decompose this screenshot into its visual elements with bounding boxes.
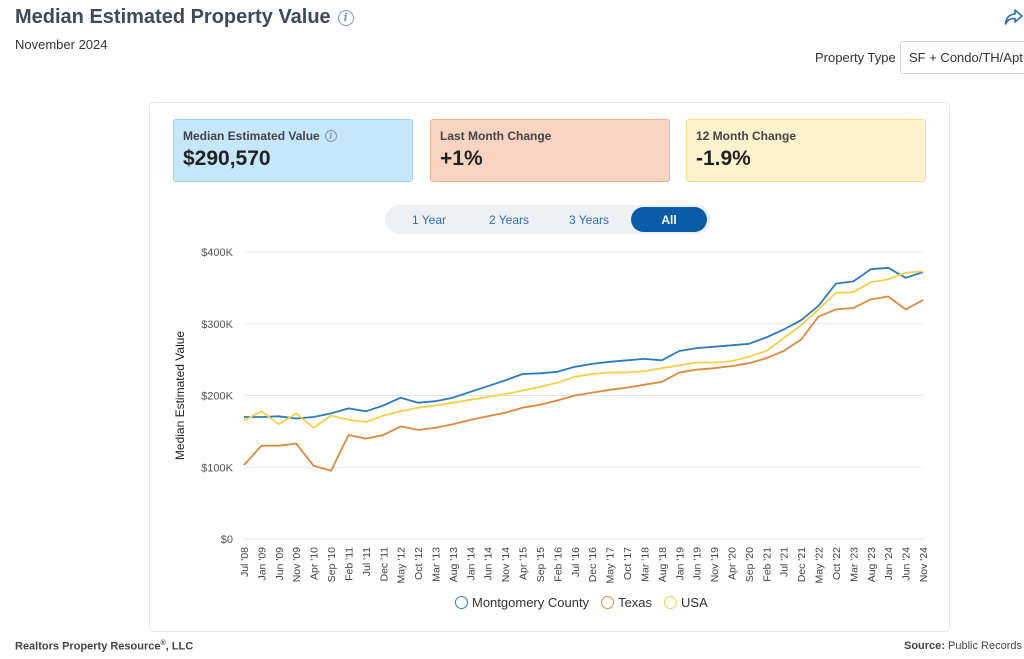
line-chart: $0 $100K $200K $300K $400K Median Estimated V… [173,247,930,584]
time-range-selector: 1 Year 2 Years 3 Years All [385,205,711,234]
info-icon[interactable]: i [324,130,337,142]
legend-item-montgomery[interactable]: Montgomery County [455,595,589,610]
x-tick-label: May '17 [605,547,617,584]
x-tick-label: Aug '18 [657,547,669,582]
series-line-montgomery-county [244,266,924,420]
x-tick-label: Dec '16 [587,547,599,582]
footer-brand: Realtors Property Resource®, LLC [15,640,193,653]
y-tick-label: $200K [201,391,233,403]
stat-label: 12 Month Change [696,129,797,143]
x-tick-label: Apr '10 [309,547,321,580]
stat-value: +1% [440,147,483,170]
property-type-select[interactable]: SF + Condo/TH/Apt [900,41,1024,74]
x-tick-label: Jul '21 [779,547,791,577]
footer-brand-suffix: , LLC [165,640,194,653]
x-tick-label: Oct '12 [413,547,425,580]
x-tick-label: Jun '14 [483,547,495,581]
x-tick-label: Apr '15 [518,547,530,580]
range-all-button[interactable]: All [631,207,707,232]
x-tick-label: May '22 [814,547,826,584]
series-line-usa [243,270,924,429]
stat-card-last-month-change: Last Month Change +1% [430,119,670,182]
stat-label-text: Median Estimated Value [183,129,320,143]
x-tick-label: Sep '20 [744,547,756,582]
property-type-label: Property Type [815,50,896,65]
x-tick-label: Nov '19 [709,547,721,582]
range-2-years-button[interactable]: 2 Years [488,212,530,227]
x-tick-label: Mar '18 [639,547,651,582]
x-tick-label: Oct '22 [831,547,843,580]
stat-value: $290,570 [183,147,271,170]
chart-card [149,102,950,632]
series-line-texas [243,295,924,472]
page-subtitle: November 2024 [15,37,108,52]
stat-label: Last Month Change [440,129,552,143]
x-tick-label: Aug '23 [866,547,878,582]
x-tick-label: Jan '14 [465,547,477,581]
x-tick-label: Nov '24 [918,547,930,582]
x-tick-label: Nov '14 [500,547,512,582]
x-tick-label: Jul '11 [361,547,373,576]
stat-value: -1.9% [696,147,751,170]
x-tick-label: Dec '11 [378,547,390,582]
footer-brand-text: Realtors Property Resource [15,640,161,653]
x-tick-label: Feb '16 [552,547,564,582]
x-tick-label: Feb '21 [761,547,773,582]
x-tick-label: Oct '17 [622,547,634,580]
source-value: Public Records [948,640,1022,652]
y-axis-label: Median Estimated Value [173,331,187,461]
legend-marker [455,596,468,609]
x-tick-label: Jun '19 [692,547,704,581]
legend-item-texas[interactable]: Texas [601,595,652,610]
x-tick-label: Nov '09 [291,547,303,582]
x-tick-label: Mar '23 [848,547,860,582]
title-row: Median Estimated Property Value i [15,6,354,29]
x-tick-label: Jul '08 [239,547,251,577]
x-tick-label: Sep '10 [326,547,338,582]
x-tick-label: Jan '24 [883,547,895,581]
x-tick-label: Jul '16 [570,547,582,577]
range-1-year-button[interactable]: 1 Year [411,212,447,227]
stat-card-12-month-change: 12 Month Change -1.9% [686,119,926,182]
share-icon[interactable] [1004,8,1024,26]
chart-legend: Montgomery County Texas USA [455,595,720,610]
legend-label: Montgomery County [472,595,590,610]
x-tick-label: Sep '15 [535,547,547,582]
range-3-years-button[interactable]: 3 Years [568,212,610,227]
legend-marker [664,596,678,609]
x-tick-label: Mar '13 [431,547,443,582]
y-tick-label: $0 [221,534,233,546]
x-tick-label: Dec '21 [796,547,808,582]
stat-card-median-value: Median Estimated Value i $290,570 [173,119,413,182]
source-label: Source: [903,640,945,652]
x-tick-label: Apr '20 [726,547,738,580]
x-tick-label: Aug '13 [448,547,460,582]
legend-label: Texas [618,595,653,610]
registered-mark: ® [160,640,166,647]
x-tick-label: Feb '11 [343,547,355,581]
x-tick-label: May '12 [396,547,408,584]
x-tick-label: Jun '09 [274,547,286,581]
page-title: Median Estimated Property Value [15,6,331,28]
legend-label: USA [681,595,708,610]
y-tick-label: $100K [201,462,233,474]
x-tick-label: Jan '09 [256,547,268,581]
y-tick-label: $400K [201,247,233,259]
stat-label: Median Estimated Value i [183,129,403,143]
legend-marker [601,596,615,609]
x-tick-label: Jan '19 [674,547,686,581]
y-tick-label: $300K [201,319,233,331]
legend-item-usa[interactable]: USA [664,595,708,610]
footer-source: Source: Public Records [904,640,1022,652]
info-icon[interactable]: i [337,9,354,26]
x-tick-label: Jun '24 [901,547,913,581]
